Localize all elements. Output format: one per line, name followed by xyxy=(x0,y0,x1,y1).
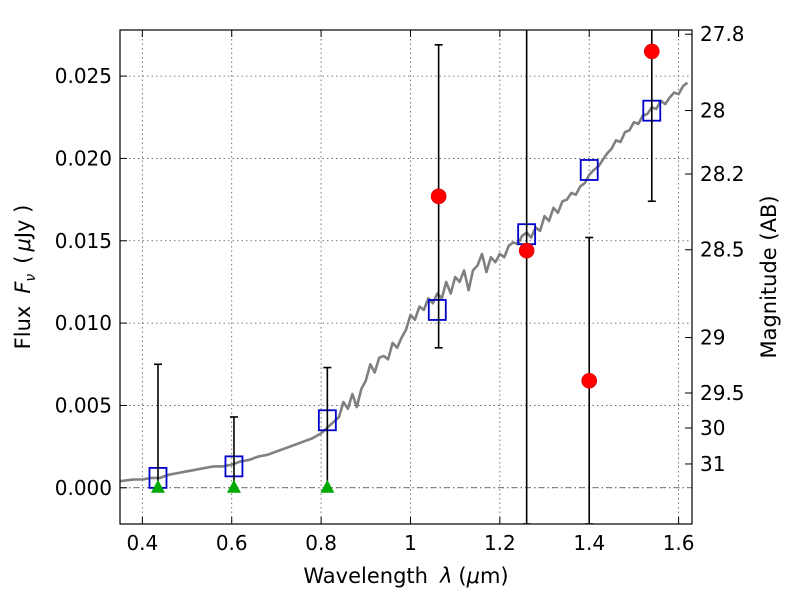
y-tick-label: 0.000 xyxy=(55,476,112,500)
detection-point xyxy=(430,188,447,205)
mag-tick-label: 29.5 xyxy=(700,381,745,405)
mag-tick-label: 29 xyxy=(700,326,725,350)
mag-tick-label: 28.2 xyxy=(700,162,745,186)
y-axis-label: FluxFν(μJy ) xyxy=(11,205,39,350)
axes: 0.4 0.6 0.8 1 1.2 1.4 1.6 0.000 0.005 0.010 0.015 0… xyxy=(55,22,745,555)
non-detection-point xyxy=(226,479,241,493)
x-tick-label: 1.2 xyxy=(484,531,516,555)
mag-tick-label: 30 xyxy=(700,416,725,440)
plot-frame xyxy=(119,29,693,525)
model-spectrum-line xyxy=(120,81,689,483)
y-tick-label: 0.025 xyxy=(55,64,112,88)
x-tick-label: 0.8 xyxy=(305,531,337,555)
x-axis-label: Wavelength λ (μm) xyxy=(303,564,508,588)
detection-point xyxy=(581,372,598,389)
non-detection-point xyxy=(150,479,165,493)
detection-point xyxy=(518,242,535,259)
grid xyxy=(120,30,692,524)
x-tick-label: 1.4 xyxy=(573,531,605,555)
detection-point xyxy=(643,43,660,60)
photometry-square-point xyxy=(427,299,447,321)
right-axis-label: Magnitude (AB) xyxy=(757,195,781,358)
mag-tick-label: 27.8 xyxy=(700,22,745,46)
photometry-square-point xyxy=(579,159,599,181)
mag-tick-label: 31 xyxy=(700,452,725,476)
mag-tick-label: 28.5 xyxy=(700,238,745,262)
mag-tick-label: 28 xyxy=(700,99,725,123)
x-tick-label: 1 xyxy=(404,531,417,555)
x-tick-label: 0.4 xyxy=(126,531,158,555)
y-tick-label: 0.020 xyxy=(55,146,112,170)
x-tick-label: 0.6 xyxy=(216,531,248,555)
non-detection-point xyxy=(320,479,335,493)
y-tick-label: 0.015 xyxy=(55,229,112,253)
y-tick-label: 0.010 xyxy=(55,311,112,335)
x-tick-label: 1.6 xyxy=(663,531,695,555)
plot-area xyxy=(120,30,689,524)
y-tick-label: 0.005 xyxy=(55,393,112,417)
